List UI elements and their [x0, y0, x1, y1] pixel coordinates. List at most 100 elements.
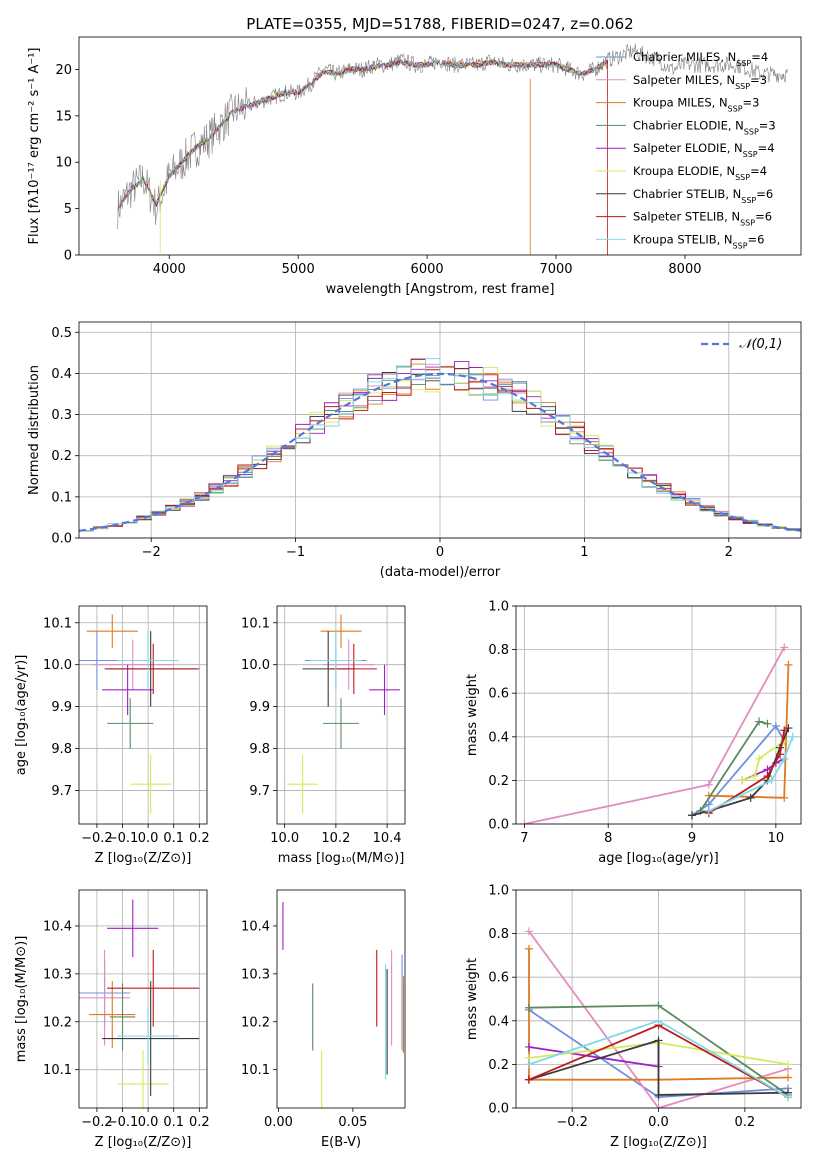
x-tick-label: 0.1: [163, 831, 184, 846]
series-marker: [780, 755, 788, 763]
y-tick-label: 0.6: [488, 971, 509, 986]
series-marker: [738, 776, 746, 784]
chart-age_vs_Z: −0.2−0.1 0.0 0.1 0.2 9.7 9.8 9.9 10.0 10.1 Z [log…: [14, 606, 210, 866]
y-tick-label: 10.0: [241, 658, 270, 673]
x-axis-label: (data-model)/error: [380, 565, 501, 580]
chart-mass_weight_vs_age: 7 8 9 100.00.20.40.60.81.0age [log₁₀(age/yr…: [465, 600, 801, 867]
x-tick-label: 10.4: [373, 831, 402, 846]
y-tick-label: 0.4: [488, 730, 509, 745]
y-tick-label: 10.1: [43, 1063, 72, 1078]
legend-label: Salpeter ELODIE, NSSP=4: [633, 141, 775, 159]
series-marker: [525, 1004, 533, 1012]
y-axis-label: mass weight: [465, 958, 480, 1040]
chart-mass_weight_vs_Z: −0.2 0.0 0.2 0.0 0.2 0.4 0.6 0.8 1.0 Z [log₁₀(Z/Z…: [465, 884, 801, 1151]
series-marker: [525, 1060, 533, 1068]
y-tick-label: 9.7: [51, 784, 72, 799]
x-tick-label: 0: [436, 545, 444, 560]
x-tick-label: 0.0: [648, 1115, 669, 1130]
y-tick-label: 10.2: [43, 1015, 72, 1030]
chart-spectrum: Chabrier MILES, NSSP=4 Salpeter MILES, NS…: [27, 37, 801, 297]
series-line: [742, 741, 784, 780]
x-tick-label: 9: [688, 831, 696, 846]
y-tick-label: 9.8: [249, 742, 270, 757]
chart-age_vs_mass: 10.0 10.2 10.49.79.89.910.010.1mass [log₁₀…: [241, 606, 405, 866]
x-tick-label: 10: [768, 831, 785, 846]
y-tick-label: 1.0: [488, 884, 509, 899]
observed-spectrum-line: [118, 44, 788, 230]
y-tick-label: 0.3: [51, 408, 72, 423]
x-tick-label: 7: [520, 831, 528, 846]
x-tick-label: −2: [142, 545, 161, 560]
y-tick-label: 0.6: [488, 687, 509, 702]
series-marker: [525, 1043, 533, 1051]
y-tick-label: 0.2: [488, 774, 509, 789]
series-marker: [705, 781, 713, 789]
x-tick-label: 0.2: [189, 831, 210, 846]
y-tick-label: 0.2: [51, 449, 72, 464]
x-tick-label: 0.1: [163, 1115, 184, 1130]
chart-marks: [520, 643, 796, 828]
x-tick-label: 10.2: [321, 831, 350, 846]
y-tick-label: 10.1: [241, 1063, 270, 1078]
x-axis-label: Z [log₁₀(Z/Z⊙)]: [95, 851, 192, 866]
series-marker: [780, 643, 788, 651]
y-tick-label: 10: [55, 156, 72, 171]
y-tick-label: 10.3: [241, 967, 270, 982]
y-tick-label: 10.1: [43, 616, 72, 631]
y-tick-label: 0.0: [488, 818, 509, 833]
x-axis-label: mass [log₁₀(M/M⊙)]: [278, 851, 405, 866]
legend: 𝒩(0,1): [701, 337, 782, 352]
series-marker: [789, 733, 797, 741]
y-tick-label: 10.1: [241, 616, 270, 631]
y-tick-label: 0.8: [488, 927, 509, 942]
axes-frame: [516, 606, 801, 824]
series-line: [709, 730, 784, 813]
legend-label: Chabrier ELODIE, NSSP=3: [633, 118, 776, 136]
x-tick-label: 4000: [153, 262, 186, 277]
y-tick-label: 9.9: [249, 700, 270, 715]
x-axis-label: wavelength [Angstrom, rest frame]: [326, 282, 555, 297]
figure-title: PLATE=0355, MJD=51788, FIBERID=0247, z=0…: [246, 15, 633, 33]
legend-label: 𝒩(0,1): [739, 337, 782, 352]
x-axis-label: Z [log₁₀(Z/Z⊙)]: [610, 1135, 707, 1150]
chart-mass_vs_Z: −0.2−0.1 0.0 0.1 0.2 10.1 10.2 10.3 10.4 Z [log₁…: [14, 890, 210, 1150]
y-tick-label: 10.4: [241, 919, 270, 934]
legend-label: Salpeter MILES, NSSP=3: [633, 73, 767, 91]
chart-marks: [76, 614, 199, 813]
y-tick-label: 0.5: [51, 326, 72, 341]
y-tick-label: 0.0: [488, 1102, 509, 1117]
y-tick-label: 9.8: [51, 742, 72, 757]
series-marker: [784, 661, 792, 669]
x-tick-label: 0.0: [138, 831, 159, 846]
legend-label: Salpeter STELIB, NSSP=6: [633, 210, 772, 228]
x-tick-label: −1: [286, 545, 305, 560]
x-tick-label: −0.1: [107, 831, 139, 846]
legend-label: Kroupa MILES, NSSP=3: [633, 96, 759, 114]
y-tick-label: 10.2: [241, 1015, 270, 1030]
x-tick-label: 5000: [282, 262, 315, 277]
y-tick-label: 0: [64, 249, 72, 264]
y-tick-label: 5: [64, 202, 72, 217]
figure: PLATE=0355, MJD=51788, FIBERID=0247, z=0…: [0, 0, 819, 1170]
legend-label: Kroupa ELODIE, NSSP=4: [633, 164, 767, 182]
y-tick-label: 10.3: [43, 967, 72, 982]
x-tick-label: 8000: [668, 262, 701, 277]
y-axis-label: mass weight: [465, 674, 480, 756]
chart-marks: [283, 902, 404, 1108]
legend: Chabrier MILES, NSSP=4 Salpeter MILES, NS…: [596, 50, 776, 250]
y-tick-label: 0.1: [51, 490, 72, 505]
y-tick-label: 0.0: [51, 532, 72, 547]
y-axis-label: age [log₁₀(age/yr)]: [14, 655, 29, 776]
y-axis-label: Flux [fλ10⁻¹⁷ erg cm⁻² s⁻¹ A⁻¹]: [27, 48, 42, 245]
x-tick-label: −0.2: [556, 1115, 588, 1130]
y-tick-label: 10.0: [43, 658, 72, 673]
chart-mass_vs_ebv: 0.00 0.05 10.1 10.2 10.3 10.4 E(B-V): [241, 890, 405, 1150]
x-tick-label: 8: [604, 831, 612, 846]
x-tick-label: 0.2: [189, 1115, 210, 1130]
series-marker: [784, 1073, 792, 1081]
panels-layer: Chabrier MILES, NSSP=4Salpeter MILES, NS…: [14, 37, 801, 1150]
y-tick-label: 0.8: [488, 643, 509, 658]
y-axis-label: mass [log₁₀(M/M⊙)]: [14, 936, 29, 1063]
x-tick-label: 2: [725, 545, 733, 560]
x-tick-label: 0.05: [338, 1115, 367, 1130]
